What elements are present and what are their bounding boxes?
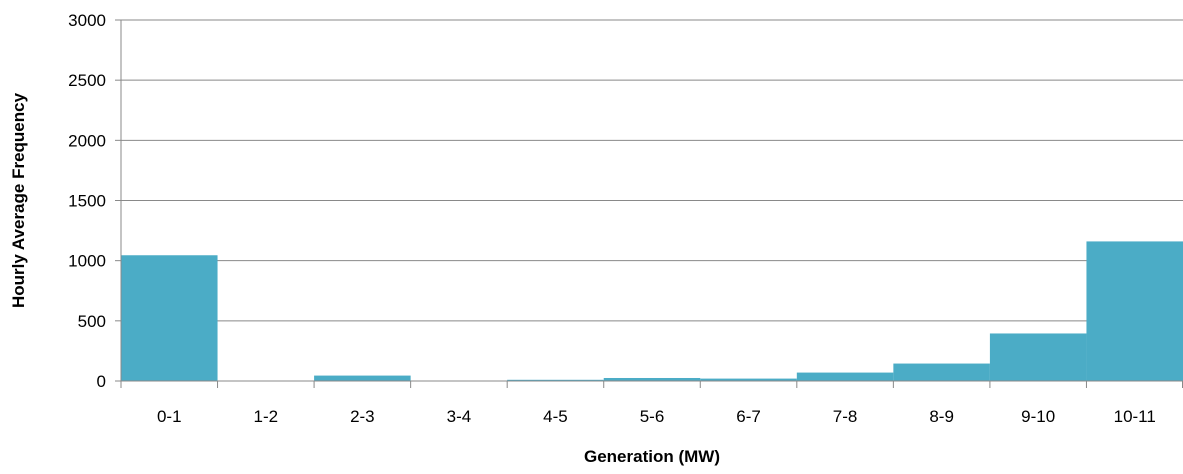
y-tick-label: 3000 — [68, 11, 106, 30]
y-tick-label: 2500 — [68, 71, 106, 90]
bar-6-7 — [700, 378, 797, 381]
gridlines — [115, 19, 1183, 382]
axes — [120, 20, 1183, 388]
bar-9-10 — [989, 333, 1087, 381]
bar-7-8 — [796, 372, 894, 381]
x-tick-label: 9-10 — [1021, 407, 1055, 426]
x-tick-label: 4-5 — [543, 407, 568, 426]
bar-5-6 — [603, 377, 701, 381]
y-tick-label: 1000 — [68, 252, 106, 271]
y-tick-label: 2000 — [68, 131, 106, 150]
bar-0-1 — [121, 255, 218, 381]
x-tick-label: 2-3 — [350, 407, 375, 426]
y-axis-title: Hourly Average Frequency — [9, 92, 28, 308]
x-tick-label: 6-7 — [736, 407, 761, 426]
y-tick-labels: 0 500 1000 1500 2000 2500 3000 — [68, 11, 106, 391]
bar-4-5 — [507, 379, 604, 381]
y-tick-label: 1500 — [68, 192, 106, 211]
x-tick-label: 7-8 — [833, 407, 858, 426]
bar-8-9 — [893, 363, 990, 381]
x-tick-label: 10-11 — [1114, 407, 1156, 426]
y-tick-label: 500 — [78, 312, 106, 331]
x-axis-title: Generation (MW) — [584, 447, 720, 466]
y-tick-label: 0 — [97, 372, 106, 391]
bar-10-11 — [1086, 241, 1183, 381]
x-tick-label: 1-2 — [254, 407, 279, 426]
bars — [121, 241, 1183, 381]
x-tick-label: 8-9 — [929, 407, 954, 426]
x-tick-labels: 0-1 1-2 2-3 3-4 4-5 5-6 6-7 7-8 8-9 9-10 10-11 — [157, 407, 1156, 426]
bar-2-3 — [314, 375, 411, 381]
x-tick-label: 0-1 — [157, 407, 182, 426]
x-tick-label: 5-6 — [640, 407, 665, 426]
x-tick-label: 3-4 — [447, 407, 472, 426]
